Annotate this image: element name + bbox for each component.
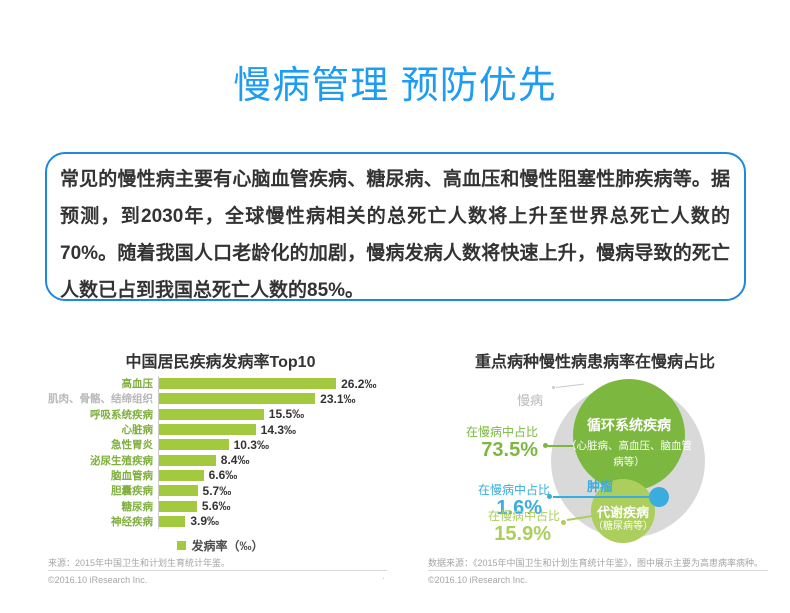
bar-row: 呼吸系统疾病 15.5‰ bbox=[48, 406, 393, 422]
bar-value-label: 5.7‰ bbox=[202, 483, 232, 498]
bar-row: 高血压 26.2‰ bbox=[48, 376, 393, 392]
bar-chart-plot: 高血压 26.2‰ 肌肉、骨骼、结缔组织 23.1‰ 呼吸系统疾病 15.5‰ 心脏病 14.… bbox=[48, 376, 393, 529]
intro-paragraph: 常见的慢性病主要有心脑血管疾病、糖尿病、高血压和慢性阻塞性肺疾病等。据预测，到2… bbox=[60, 169, 730, 301]
bar-track: 15.5‰ bbox=[158, 406, 393, 422]
bar-row: 脑血管病 6.6‰ bbox=[48, 467, 393, 484]
connector-dot bbox=[547, 494, 552, 499]
bar-chart-copyright: ©2016.10 iResearch Inc. bbox=[48, 575, 148, 585]
bar-chart: 中国居民疾病发病率Top10 高血压 26.2‰ 肌肉、骨骼、结缔组织 23.1‰ 呼吸… bbox=[48, 345, 393, 613]
share-circulatory: 在慢病中占比 73.5% bbox=[438, 423, 538, 460]
bar-chart-source: 来源：2015年中国卫生和计划生育统计年鉴。 bbox=[48, 558, 231, 568]
bubble-chart-title: 重点病种慢性病患病率在慢病占比 bbox=[474, 354, 715, 371]
bar-row: 胆囊疾病 5.7‰ bbox=[48, 483, 393, 499]
bar bbox=[159, 469, 204, 481]
divider bbox=[428, 570, 768, 571]
connector-line bbox=[548, 445, 577, 447]
share-label: 在慢病中占比 bbox=[487, 509, 560, 523]
bar bbox=[159, 378, 337, 390]
bar-row: 肌肉、骨骼、结缔组织 23.1‰ bbox=[48, 391, 393, 407]
bubble-chart-copyright: ©2016.10 iResearch Inc. bbox=[428, 575, 528, 585]
bar-category-label: 肌肉、骨骼、结缔组织 bbox=[48, 393, 153, 406]
bar-value-label: 3.9‰ bbox=[190, 514, 220, 529]
bar bbox=[159, 393, 316, 405]
bar-track: 8.4‰ bbox=[158, 452, 393, 468]
bar bbox=[159, 439, 229, 451]
share-tumor: 在慢病中占比 1.6% bbox=[450, 481, 550, 518]
bar-category-label: 心脏病 bbox=[121, 424, 154, 437]
bubble-circulatory-name: 循环系统疾病 bbox=[587, 417, 671, 433]
bar-chart-title: 中国居民疾病发病率Top10 bbox=[125, 354, 316, 371]
bar-value-label: 6.6‰ bbox=[208, 468, 238, 483]
bubble-metabolic-name: 代谢疾病 bbox=[596, 505, 649, 520]
bar-track: 3.9‰ bbox=[158, 513, 393, 529]
connector-line bbox=[555, 383, 584, 388]
bar-track: 6.6‰ bbox=[158, 467, 393, 484]
bubble-metabolic bbox=[591, 479, 655, 543]
bubble-chart: 重点病种慢性病患病率在慢病占比 慢病 在慢病中占比 73.5% 在慢病中占比 1… bbox=[420, 345, 770, 613]
share-value: 73.5% bbox=[481, 439, 538, 461]
bar-value-label: 14.3‰ bbox=[260, 422, 297, 437]
bar-row: 心脏病 14.3‰ bbox=[48, 421, 393, 438]
share-value: 1.6% bbox=[496, 497, 542, 519]
bar-track: 14.3‰ bbox=[158, 421, 393, 438]
connector-dot bbox=[561, 520, 566, 525]
page-title: 慢病管理 预防优先 bbox=[233, 65, 557, 107]
legend-swatch-icon bbox=[177, 541, 187, 550]
bar-category-label: 泌尿生殖疾病 bbox=[90, 454, 153, 467]
share-label: 在慢病中占比 bbox=[465, 425, 538, 439]
bubble-metabolic-detail: （糖尿病等） bbox=[593, 521, 653, 532]
bar bbox=[159, 408, 264, 420]
share-value: 15.9% bbox=[494, 523, 551, 545]
bar-track: 23.1‰ bbox=[158, 391, 393, 407]
bar bbox=[159, 424, 256, 436]
bar-track: 5.7‰ bbox=[158, 483, 393, 499]
bubble-chart-source: 数据来源：《2015年中国卫生和计划生育统计年鉴》，图中展示主要为高患病率病种。 bbox=[428, 558, 764, 568]
bar-value-label: 8.4‰ bbox=[220, 453, 250, 468]
outer-circle-label: 慢病 bbox=[517, 393, 544, 408]
bar-value-label: 15.5‰ bbox=[268, 407, 305, 422]
bar-row: 泌尿生殖疾病 8.4‰ bbox=[48, 452, 393, 468]
bar-row: 糖尿病 5.6‰ bbox=[48, 498, 393, 514]
share-label: 在慢病中占比 bbox=[477, 483, 550, 497]
bar-category-label: 糖尿病 bbox=[121, 500, 154, 513]
bubble-tumor-name: 肿瘤 bbox=[587, 479, 614, 494]
bar-chart-legend: 发病率（‰） bbox=[48, 537, 393, 554]
bar-category-label: 急性胃炎 bbox=[111, 439, 153, 452]
bar bbox=[159, 515, 186, 527]
bubble-circulatory bbox=[573, 379, 685, 491]
bar-row: 神经疾病 3.9‰ bbox=[48, 513, 393, 529]
bar-track: 10.3‰ bbox=[158, 437, 393, 453]
bar-value-label: 26.2‰ bbox=[341, 376, 377, 391]
connector-dot bbox=[543, 443, 548, 448]
bar bbox=[159, 485, 198, 497]
connector-dot bbox=[552, 386, 555, 389]
bar-value-label: 10.3‰ bbox=[233, 437, 269, 452]
bar-row: 急性胃炎 10.3‰ bbox=[48, 437, 393, 453]
legend-label: 发病率（‰） bbox=[191, 539, 264, 553]
bar-value-label: 5.6‰ bbox=[201, 499, 231, 514]
bar-category-label: 神经疾病 bbox=[111, 515, 153, 528]
bar-value-label: 23.1‰ bbox=[320, 391, 356, 406]
bar-track: 5.6‰ bbox=[158, 498, 393, 514]
divider bbox=[48, 570, 387, 571]
bar-category-label: 高血压 bbox=[121, 378, 154, 391]
bubble-chart-plot: 慢病 在慢病中占比 73.5% 在慢病中占比 1.6% 在慢病中占比 15.9%… bbox=[420, 345, 770, 613]
intro-box: 常见的慢性病主要有心脑血管疾病、糖尿病、高血压和慢性阻塞性肺疾病等。据预测，到2… bbox=[45, 152, 746, 301]
bar bbox=[159, 500, 197, 512]
bar-category-label: 脑血管病 bbox=[111, 469, 153, 482]
bar-category-label: 胆囊疾病 bbox=[111, 485, 153, 498]
bar-track: 26.2‰ bbox=[158, 376, 393, 392]
bar-category-label: 呼吸系统疾病 bbox=[90, 408, 153, 421]
bubble-tumor bbox=[649, 487, 669, 507]
bubble-circulatory-detail: （心脏病、高血压、脑血管病等） bbox=[566, 440, 692, 469]
bar bbox=[159, 454, 216, 466]
connector-line bbox=[553, 496, 651, 498]
share-metabolic: 在慢病中占比 15.9% bbox=[460, 507, 560, 544]
stray-mark: · bbox=[382, 573, 385, 583]
